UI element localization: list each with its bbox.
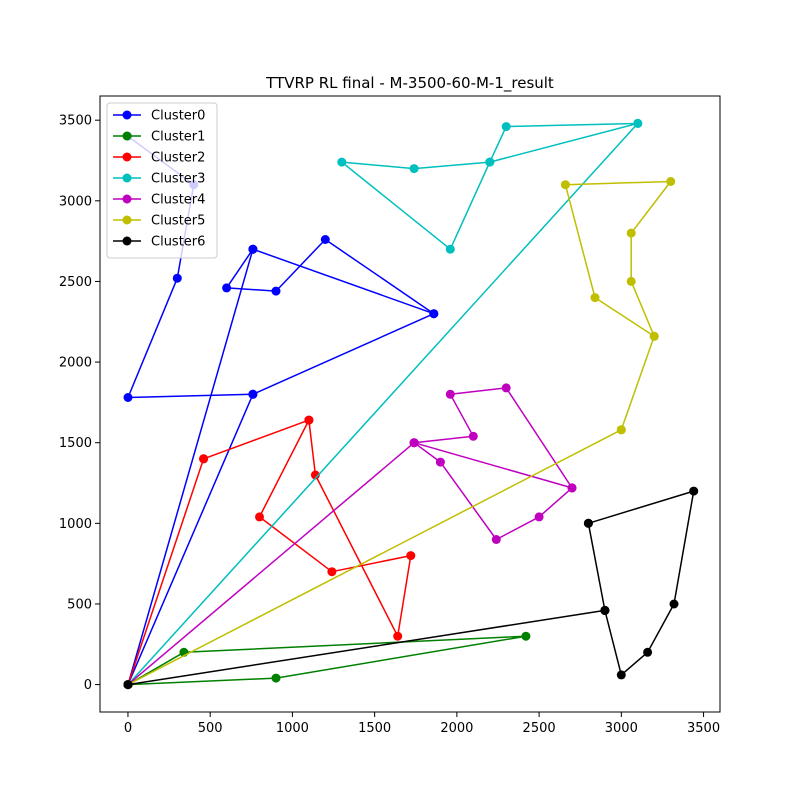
data-point — [248, 389, 258, 399]
legend-entry: Cluster4 — [113, 193, 205, 208]
y-tick-label: 2000 — [59, 356, 92, 371]
data-point — [633, 118, 643, 128]
y-tick-label: 500 — [67, 597, 92, 612]
data-point — [172, 273, 182, 283]
data-point — [600, 605, 610, 615]
data-point — [666, 177, 676, 186]
axes-frame — [99, 95, 721, 713]
legend-swatch-marker — [122, 152, 132, 162]
legend-entry: Cluster6 — [113, 235, 205, 250]
legend-label: Cluster1 — [151, 130, 205, 145]
y-tick-label: 2500 — [59, 275, 92, 290]
legend-entry: Cluster5 — [113, 214, 205, 229]
data-point — [567, 483, 577, 493]
legend-label: Cluster3 — [151, 172, 205, 187]
x-tick-label: 3500 — [687, 721, 720, 736]
data-point — [626, 228, 636, 238]
data-point — [304, 415, 314, 425]
legend-label: Cluster0 — [151, 109, 205, 124]
data-point — [199, 454, 209, 464]
data-point — [320, 235, 330, 244]
data-point — [616, 670, 626, 680]
x-tick-label: 3000 — [605, 721, 638, 736]
data-point — [491, 535, 501, 544]
legend-entry: Cluster2 — [113, 151, 205, 166]
plot-area — [123, 118, 699, 690]
data-point — [271, 673, 281, 683]
data-point — [435, 457, 445, 467]
data-point — [643, 647, 653, 657]
legend-entry: Cluster3 — [113, 172, 205, 187]
data-point — [560, 180, 570, 190]
data-point — [689, 486, 699, 496]
data-point — [534, 512, 544, 522]
data-point — [123, 393, 133, 402]
data-point — [337, 157, 347, 167]
legend-swatch-marker — [122, 194, 132, 204]
legend-swatch-marker — [122, 131, 132, 141]
legend-swatch-marker — [122, 110, 132, 120]
legend-label: Cluster4 — [151, 193, 205, 208]
chart-title: TTVRP RL final - M-3500-60-M-1_result — [265, 74, 554, 93]
x-tick-label: 2000 — [440, 721, 473, 736]
data-point — [429, 309, 439, 319]
legend-swatch-marker — [122, 215, 132, 225]
legend: Cluster0 Cluster1 Cluster2 Cluster3 Cluster4… — [106, 102, 218, 259]
data-point — [616, 425, 626, 435]
axis-ticks: 0 500 1000 1500 2000 2500 3000 3500 0 500 1000 1500… — [59, 114, 720, 736]
data-point — [123, 680, 133, 690]
data-point — [445, 244, 455, 254]
data-point — [468, 431, 478, 441]
legend-entry: Cluster1 — [113, 130, 205, 145]
x-tick-label: 0 — [124, 721, 132, 736]
data-point — [310, 470, 320, 480]
x-tick-label: 1500 — [358, 721, 391, 736]
data-point — [521, 631, 531, 641]
x-tick-label: 2500 — [523, 721, 556, 736]
y-tick-label: 1000 — [59, 517, 92, 532]
series-cluster6 — [123, 486, 699, 690]
y-tick-label: 1500 — [59, 436, 92, 451]
data-point — [271, 286, 281, 296]
data-point — [255, 512, 264, 522]
legend-label: Cluster2 — [151, 151, 205, 166]
data-point — [649, 331, 659, 341]
data-point — [445, 389, 455, 399]
data-point — [327, 567, 337, 577]
data-point — [409, 164, 419, 174]
y-tick-label: 3500 — [59, 114, 92, 129]
y-tick-label: 3000 — [59, 194, 92, 209]
x-tick-label: 1000 — [276, 721, 309, 736]
legend-swatch-marker — [122, 173, 132, 183]
data-point — [409, 438, 419, 448]
legend-entry: Cluster0 — [113, 109, 205, 124]
data-point — [485, 157, 495, 167]
y-tick-label: 0 — [84, 678, 92, 693]
series-line — [127, 122, 639, 686]
data-point — [669, 599, 679, 609]
data-point — [626, 276, 636, 286]
data-point — [393, 631, 403, 641]
x-tick-label: 500 — [198, 721, 223, 736]
data-point — [501, 383, 511, 393]
legend-swatch-marker — [122, 236, 132, 246]
data-point — [583, 518, 593, 528]
legend-label: Cluster5 — [151, 214, 205, 229]
data-point — [406, 551, 416, 561]
data-point — [248, 244, 258, 254]
data-point — [501, 122, 511, 132]
data-point — [222, 283, 232, 293]
data-point — [590, 293, 600, 303]
legend-label: Cluster6 — [151, 235, 205, 250]
